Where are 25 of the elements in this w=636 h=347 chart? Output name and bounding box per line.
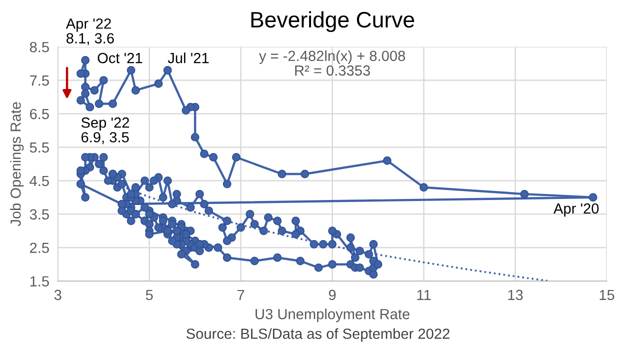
y-tick-label: 8.5 <box>30 42 49 52</box>
y-tick-label: 2.5 <box>30 242 49 254</box>
chart-title: Beveridge Curve <box>251 11 414 32</box>
x-tick-label: 9 <box>328 290 336 300</box>
annotation: Sep '22 6.9, 3.5 <box>81 117 130 144</box>
annotation: Apr '20 <box>554 203 599 217</box>
y-axis-title: Job Openings Rate <box>10 102 24 226</box>
y-tick-label: 3.5 <box>30 209 49 220</box>
annotation: Apr '22 8.1, 3.6 <box>66 18 114 46</box>
y-tick-label: 6.5 <box>30 108 49 120</box>
annotation: Jul '21 <box>168 52 209 64</box>
y-tick-label: 7.5 <box>30 76 49 86</box>
y-tick-label: 1.5 <box>30 276 49 286</box>
x-tick-label: 5 <box>146 290 153 300</box>
source-note: Source: BLS/Data as of September 2022 <box>186 328 450 342</box>
x-tick-label: 3 <box>54 290 62 300</box>
x-tick-label: 15 <box>600 290 614 300</box>
y-tick-label: 5.5 <box>30 142 49 153</box>
annotation: y = -2.482ln(x) + 8.008 R² = 0.3353 <box>258 50 406 76</box>
x-axis-title: U3 Unemployment Rate <box>256 308 410 322</box>
x-tick-label: 13 <box>508 290 523 300</box>
annotation: Oct '21 <box>98 52 142 64</box>
x-tick-label: 11 <box>417 290 431 300</box>
y-tick-label: 4.5 <box>30 176 49 186</box>
x-tick-label: 7 <box>238 290 244 300</box>
